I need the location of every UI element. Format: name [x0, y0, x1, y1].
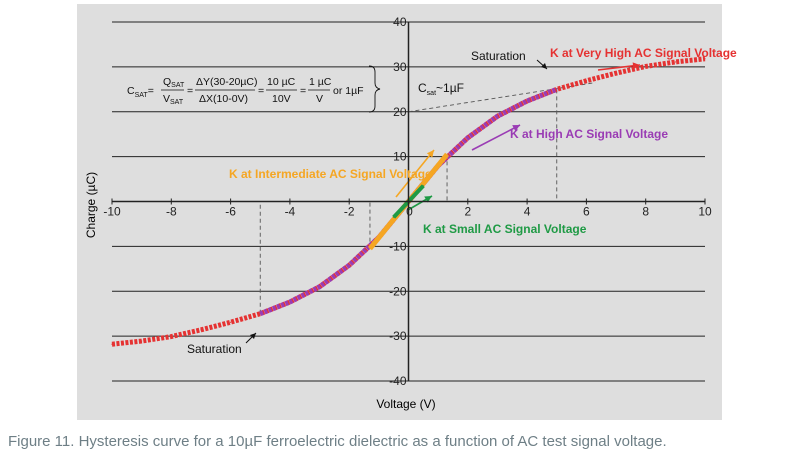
- saturation-label-bottom: Saturation: [187, 342, 242, 356]
- legend-label-high: K at High AC Signal Voltage: [510, 127, 668, 141]
- arrow-intermediate: [395, 149, 435, 198]
- series-high-point: [496, 115, 499, 117]
- x-tick-label: 8: [642, 205, 649, 219]
- arrow-high-head: [512, 125, 520, 132]
- series-very-high-point: [645, 65, 647, 68]
- x-tick-label: -6: [225, 205, 236, 219]
- series-very-high-point: [230, 321, 232, 323]
- y-tick-label: -20: [389, 284, 407, 298]
- y-tick-label: 40: [393, 15, 407, 29]
- series-very-high: [111, 56, 706, 347]
- arrow-intermediate-head: [426, 150, 434, 158]
- arrow-small-head: [424, 196, 432, 203]
- series-very-high-point: [111, 343, 113, 345]
- legend-label-very-high: K at Very High AC Signal Voltage: [550, 46, 737, 60]
- svg-text:10 µC: 10 µC: [267, 76, 296, 88]
- x-tick-label: -8: [166, 205, 177, 219]
- csat-formula: CSAT= QSAT VSAT = ΔY(30-20µC) ΔX(10-0V) …: [127, 65, 381, 113]
- series-intermediate-point: [446, 153, 448, 155]
- svg-text:=: =: [258, 85, 264, 97]
- x-tick-label: -10: [103, 205, 121, 219]
- series-very-high-point: [170, 335, 172, 338]
- series-high-point: [348, 264, 350, 266]
- arrow-very-high: [597, 64, 641, 71]
- x-tick-label: 10: [698, 205, 712, 219]
- series-very-high-point: [585, 80, 588, 82]
- svg-text:=: =: [187, 85, 193, 97]
- legend-label-intermediate: K at Intermediate AC Signal Voltage: [229, 167, 432, 181]
- y-tick-label: -40: [389, 374, 407, 388]
- series-intermediate-point: [388, 224, 390, 226]
- series-very-high-point: [200, 329, 202, 331]
- x-axis-label: Voltage (V): [376, 397, 435, 411]
- x-tick-label: -4: [285, 205, 296, 219]
- saturation-pointer-bottom-head: [250, 333, 256, 339]
- svg-text:=: =: [300, 85, 306, 97]
- svg-text:QSAT: QSAT: [163, 76, 185, 89]
- series-very-high-point: [615, 72, 617, 74]
- svg-text:or 1µF: or 1µF: [333, 85, 364, 97]
- x-tick-label: 4: [524, 205, 531, 219]
- series-high-point: [556, 88, 558, 90]
- series-small-point: [393, 216, 395, 218]
- series-high-point: [289, 301, 291, 303]
- y-axis-label: Charge (µC): [84, 172, 98, 238]
- svg-text:VSAT: VSAT: [163, 93, 184, 106]
- arrow-high: [471, 124, 521, 151]
- y-tick-label: -10: [389, 239, 407, 253]
- series-small-point: [422, 185, 424, 187]
- figure-caption: Figure 11. Hysteresis curve for a 10µF f…: [8, 433, 667, 450]
- arrow-very-high-head: [632, 62, 640, 70]
- series-high-point: [259, 313, 261, 315]
- svg-text:10V: 10V: [272, 93, 291, 105]
- svg-text:CSAT=: CSAT=: [127, 85, 154, 99]
- y-tick-label: -30: [389, 329, 407, 343]
- y-tick-label: 20: [393, 105, 407, 119]
- axes: [111, 22, 706, 381]
- y-tick-label: 30: [393, 60, 407, 74]
- y-tick-label: 10: [393, 150, 407, 164]
- x-tick-label: 2: [464, 205, 471, 219]
- series-intermediate-point: [427, 177, 429, 179]
- series-high-point: [318, 286, 321, 288]
- series-very-high-point: [704, 58, 706, 60]
- svg-text:ΔX(10-0V): ΔX(10-0V): [199, 93, 248, 105]
- series-high-point: [526, 100, 528, 102]
- svg-text:V: V: [316, 93, 323, 105]
- saturation-label-top: Saturation: [471, 49, 526, 63]
- saturation-pointer-top-head: [541, 63, 547, 69]
- x-tick-label: -2: [344, 205, 355, 219]
- series-very-high-point: [674, 61, 676, 63]
- x-tick-label: 0: [406, 205, 413, 219]
- csat-label: Csat~1µF: [418, 81, 464, 97]
- series-intermediate-point: [369, 248, 371, 250]
- series-very-high-point: [141, 340, 143, 342]
- series-high-point: [467, 137, 469, 139]
- svg-text:ΔY(30-20µC): ΔY(30-20µC): [196, 76, 258, 88]
- legend-label-small: K at Small AC Signal Voltage: [423, 222, 587, 236]
- x-tick-label: 6: [583, 205, 590, 219]
- svg-text:1 µC: 1 µC: [309, 76, 332, 88]
